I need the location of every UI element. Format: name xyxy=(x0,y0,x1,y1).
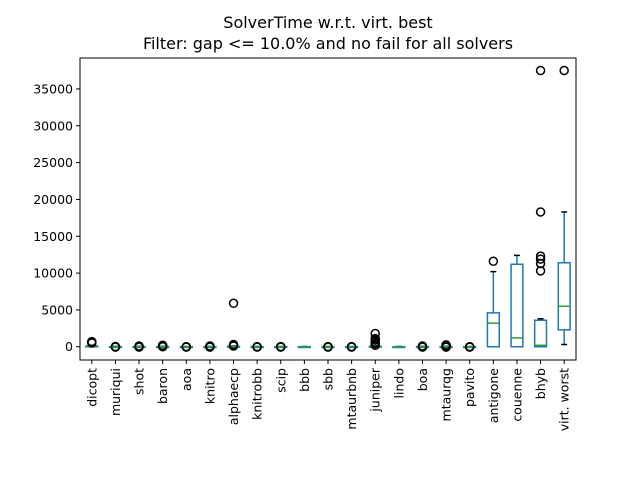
flier-point xyxy=(157,340,168,351)
flier-point xyxy=(110,341,121,352)
chart-subtitle: Filter: gap <= 10.0% and no fail for all… xyxy=(143,34,513,53)
flier-point xyxy=(535,65,546,76)
x-tick-label: muriqui xyxy=(108,368,123,416)
flier-point xyxy=(535,251,546,261)
flier-point xyxy=(252,341,262,352)
x-tick-label: shot xyxy=(132,368,147,395)
x-tick-label: couenne xyxy=(509,368,524,422)
y-tick-label: 0 xyxy=(65,339,73,354)
x-tick-label: scip xyxy=(273,368,288,393)
x-tick-label: aoa xyxy=(179,368,194,391)
x-tick-label: baron xyxy=(155,368,170,404)
x-tick-label: dicopt xyxy=(84,368,99,407)
x-tick-label: juniper xyxy=(368,367,383,412)
x-tick-label: bhyb xyxy=(533,368,548,399)
x-tick-label: alphaecp xyxy=(226,368,241,425)
flier-point xyxy=(441,340,451,350)
flier-point xyxy=(228,339,239,350)
flier-point xyxy=(346,341,357,352)
x-tick-label: boa xyxy=(415,368,430,391)
x-tick-label: pavito xyxy=(462,368,477,407)
box xyxy=(486,312,500,348)
y-tick-label: 5000 xyxy=(41,302,73,317)
flier-point xyxy=(370,333,380,344)
plot-frame xyxy=(79,57,577,361)
flier-point xyxy=(181,341,192,352)
x-tick-label: sbb xyxy=(321,368,336,390)
x-tick-label: mtaurqg xyxy=(439,368,454,421)
flier-point xyxy=(228,298,239,309)
box xyxy=(510,263,524,348)
y-tick-label: 10000 xyxy=(33,266,73,281)
flier-point xyxy=(559,65,569,76)
y-tick-label: 15000 xyxy=(33,229,73,244)
flier-point xyxy=(370,328,380,339)
chart-title: SolverTime w.r.t. virt. best xyxy=(223,13,432,32)
x-tick-label: mtaurbnb xyxy=(344,368,359,430)
y-tick-label: 35000 xyxy=(33,81,73,96)
x-tick-label: knitrobb xyxy=(250,368,265,420)
flier-point xyxy=(205,341,215,351)
x-tick-label: knitro xyxy=(202,368,217,404)
flier-point xyxy=(276,341,286,352)
y-tick-label: 20000 xyxy=(33,192,73,207)
x-tick-label: antigone xyxy=(486,368,501,423)
flier-point xyxy=(134,341,144,351)
x-tick-label: bbb xyxy=(297,368,312,392)
x-tick-label: lindo xyxy=(391,368,406,398)
flier-point xyxy=(323,341,333,352)
flier-point xyxy=(87,336,97,347)
plot-area: 0 5000 10000 15000 20000 25000 30000 35000 dicop… xyxy=(33,65,572,431)
box xyxy=(557,262,571,331)
y-tick-label: 30000 xyxy=(33,118,73,133)
flier-point xyxy=(535,207,546,217)
flier-point xyxy=(417,341,428,351)
flier-point xyxy=(488,256,499,267)
box xyxy=(533,319,548,348)
flier-point xyxy=(535,254,546,264)
flier-point xyxy=(464,341,475,352)
x-tick-label: virt. worst xyxy=(557,368,572,431)
y-tick-label: 25000 xyxy=(33,155,73,170)
